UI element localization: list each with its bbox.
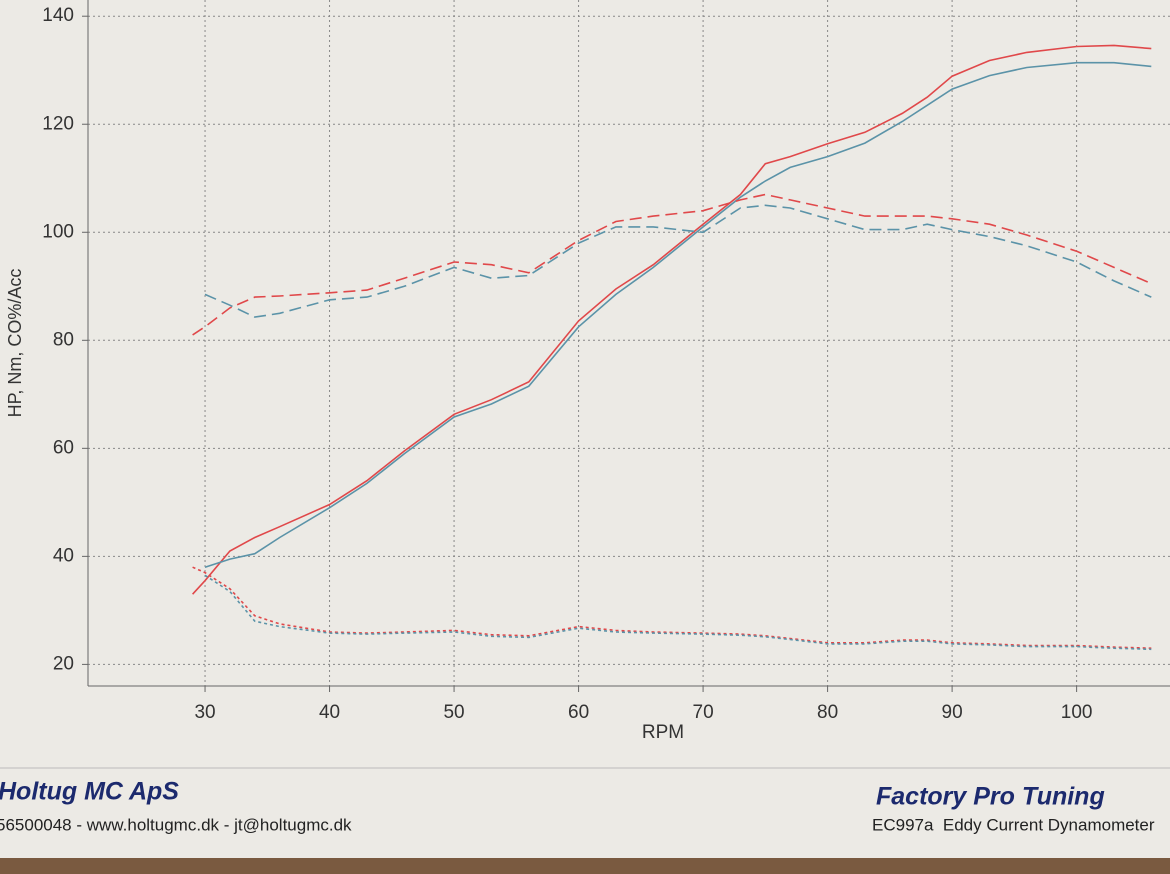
x-tick-label: 100 [1061, 702, 1093, 723]
x-tick-label: 90 [942, 702, 963, 723]
y-tick-label: 60 [53, 437, 74, 458]
dyno-model: EC997a Eddy Current Dynamometer [872, 815, 1155, 834]
y-tick-label: 100 [42, 221, 74, 242]
x-tick-label: 60 [568, 702, 589, 723]
x-tick-label: 40 [319, 702, 340, 723]
series-line [192, 193, 1152, 336]
table-edge [0, 858, 1170, 874]
x-tick-label: 80 [817, 702, 838, 723]
y-tick-label: 40 [53, 545, 74, 566]
series-line [204, 204, 1152, 318]
y-tick-label: 80 [53, 329, 74, 350]
series-line [204, 574, 1152, 651]
y-axis-label: HP, Nm, CO%/Acc [5, 269, 25, 418]
y-tick-label: 140 [42, 5, 74, 26]
y-tick-label: 20 [53, 653, 74, 674]
x-axis-label: RPM [642, 722, 684, 743]
y-tick-label: 120 [42, 113, 74, 134]
company-contact: 56500048 - www.holtugmc.dk - jt@holtugmc… [0, 815, 352, 834]
series-line [192, 44, 1152, 595]
x-tick-label: 50 [443, 702, 464, 723]
company-name: Holtug MC ApS [0, 778, 179, 806]
x-tick-label: 30 [194, 702, 215, 723]
x-tick-label: 70 [693, 702, 714, 723]
series-line [192, 566, 1152, 649]
series-line [204, 61, 1152, 568]
brand-name: Factory Pro Tuning [876, 783, 1105, 811]
